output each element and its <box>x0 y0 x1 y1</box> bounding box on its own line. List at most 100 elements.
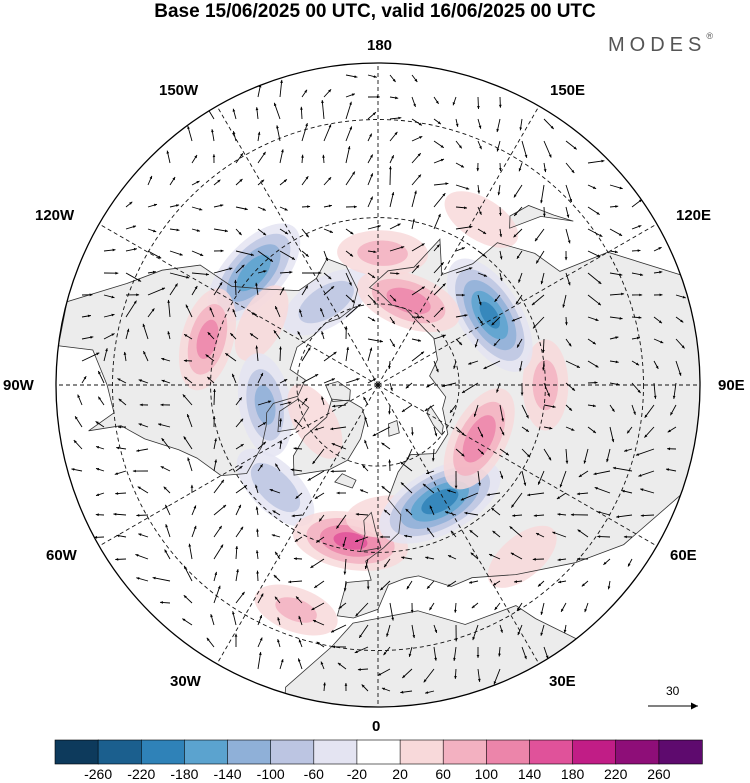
lon-label-150e: 150E <box>550 82 586 99</box>
wind-arrow <box>364 416 369 428</box>
wind-arrow <box>321 331 325 340</box>
wind-arrow <box>103 348 108 362</box>
wind-arrow <box>183 565 193 582</box>
lon-label-30e: 30E <box>549 673 576 690</box>
wind-arrow <box>147 250 162 259</box>
wind-arrow <box>323 250 329 262</box>
wind-arrow <box>477 426 484 438</box>
wind-arrow <box>609 184 623 190</box>
wind-arrow <box>672 382 677 399</box>
wind-arrow <box>675 360 682 376</box>
wind-arrow <box>103 248 116 252</box>
wind-arrow <box>213 388 216 406</box>
wind-arrow <box>213 228 228 233</box>
wind-arrow <box>367 173 374 186</box>
wind-arrow <box>257 250 274 262</box>
wind-arrow <box>543 426 553 430</box>
wind-arrow <box>94 535 105 539</box>
wind-arrow <box>499 228 503 238</box>
wind-arrow <box>232 308 237 318</box>
wind-arrow <box>277 617 281 626</box>
wind-arrow <box>540 184 545 204</box>
wind-arrow <box>565 272 571 286</box>
wind-arrow <box>667 447 677 451</box>
wind-arrow <box>357 668 369 671</box>
wind-arrow <box>367 111 377 120</box>
anomaly-contour-4-2 <box>254 385 276 425</box>
wind-arrow <box>71 468 83 472</box>
wind-arrow <box>499 448 510 456</box>
wind-arrow <box>386 624 391 637</box>
wind-arrow <box>103 333 115 340</box>
wind-arrow <box>631 404 636 415</box>
wind-arrow <box>345 346 350 362</box>
wind-arrow <box>476 647 480 658</box>
wind-arrow <box>587 272 602 285</box>
anomaly-contour-2-2 <box>196 319 219 359</box>
wind-arrow <box>493 668 501 685</box>
wind-arrow <box>422 483 435 494</box>
wind-arrow <box>431 448 435 462</box>
wind-arrow <box>163 486 171 494</box>
wind-arrow <box>587 184 597 190</box>
wind-arrow <box>411 315 422 319</box>
wind-arrow <box>255 484 259 494</box>
wind-arrow <box>323 682 326 692</box>
wind-arrow <box>404 534 413 538</box>
wind-arrow <box>125 201 133 208</box>
wind-arrow <box>165 524 171 538</box>
wind-arrow <box>169 204 180 208</box>
wind-arrow <box>142 350 149 362</box>
wind-arrow <box>315 536 325 543</box>
meridian-330 <box>216 384 379 665</box>
iceland-landmass <box>334 473 356 488</box>
wind-arrow <box>213 504 227 516</box>
wind-arrow <box>644 404 655 418</box>
wind-arrow <box>389 116 402 120</box>
wind-arrow <box>477 448 485 455</box>
wind-arrow <box>389 246 405 252</box>
wind-arrow <box>183 436 193 450</box>
wind-arrow <box>543 404 556 408</box>
wind-arrow <box>74 415 83 428</box>
anomaly-contour-15-0 <box>487 525 557 588</box>
wind-arrow <box>455 140 463 149</box>
wind-arrow <box>516 338 523 348</box>
wind-arrow <box>609 336 619 340</box>
wind-arrow <box>169 250 183 256</box>
map-boundary <box>55 62 701 708</box>
wind-arrow <box>576 557 589 561</box>
wind-arrow <box>400 690 413 694</box>
wind-arrow <box>137 486 149 494</box>
wind-arrow <box>331 442 347 450</box>
wind-arrow <box>125 225 137 230</box>
wind-arrow <box>433 283 446 296</box>
wind-arrow <box>191 250 204 257</box>
wind-arrow <box>95 513 105 517</box>
wind-arrow <box>206 637 215 648</box>
wind-arrow <box>235 443 244 450</box>
wind-arrow <box>455 184 470 190</box>
wind-arrow <box>234 279 237 296</box>
wind-arrow <box>157 423 171 428</box>
wind-arrow <box>511 316 523 322</box>
wind-arrow <box>653 270 663 274</box>
wind-arrow <box>274 596 281 604</box>
wind-arrow <box>455 118 459 127</box>
latitude-circle-50 <box>210 217 546 553</box>
wind-arrow <box>164 549 171 560</box>
wind-arrow <box>213 479 225 494</box>
wind-arrow <box>225 352 237 362</box>
wind-arrow <box>433 306 444 318</box>
lon-label-0: 0 <box>372 718 381 735</box>
wind-arrow <box>584 602 589 613</box>
wind-arrow <box>274 305 281 318</box>
wind-arrow <box>513 580 523 583</box>
wind-arrow <box>635 448 655 456</box>
wind-arrow <box>411 96 416 108</box>
wind-arrow <box>115 492 127 495</box>
wind-arrow <box>213 438 217 450</box>
wind-arrow <box>469 529 479 538</box>
wind-arrow <box>257 614 263 626</box>
wind-arrow <box>433 426 438 437</box>
